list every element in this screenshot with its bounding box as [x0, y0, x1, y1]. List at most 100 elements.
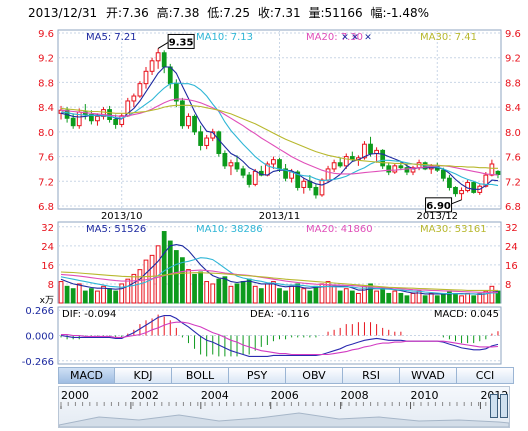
timeline-year-2000: 2000 [61, 389, 89, 402]
volume-bar [216, 278, 222, 304]
high-label: 高 [156, 6, 169, 20]
tab-kdj[interactable]: KDJ [115, 367, 172, 384]
timeline-navigator[interactable]: 2000200220042006200820102012 [58, 386, 510, 428]
volume-legend-ma30: MA30: 53161 [420, 224, 487, 235]
price-xtick-2013/10: 2013/10 [101, 211, 143, 222]
volume-bar [277, 288, 282, 304]
volume-value: 51166 [324, 6, 363, 20]
volume-bar [331, 285, 337, 304]
candle-body [204, 137, 210, 146]
volume-bar [374, 290, 379, 304]
volume-bar [167, 240, 173, 304]
price-tick-left-6.8: 6.8 [38, 202, 54, 213]
candle-body [301, 180, 307, 188]
candle-body [143, 70, 149, 85]
macd-legend-macd: MACD: 0.045 [434, 309, 499, 320]
volume-bar [252, 285, 258, 304]
candle-body [119, 115, 125, 125]
volume-bar [483, 290, 489, 304]
timeline-ruler: 2000200220042006200820102012 [59, 389, 509, 427]
close-value: 7.31 [273, 6, 301, 20]
candle-body [271, 159, 276, 165]
price-legend-ma30: MA30: 7.41 [420, 32, 477, 43]
volume-panel: 32 32 24 24 16 16 8 8 x万 MA5: 51526 MA10: 38286 MA2… [40, 221, 518, 306]
macd-legend-dif: DIF: -0.094 [62, 309, 116, 320]
price-tick-left-7.2: 7.2 [38, 177, 54, 188]
volume-legend-ma5: MA5: 51526 [86, 224, 146, 235]
volume-bar [234, 283, 240, 304]
volume-bar [186, 269, 191, 304]
volume-bar [222, 276, 228, 304]
price-xtick-2013/11: 2013/11 [259, 211, 301, 222]
volume-bar [356, 292, 361, 304]
volume-bar [289, 285, 295, 304]
volume-bar [192, 273, 197, 304]
change-value: -1.48% [386, 6, 430, 20]
volume-bar [440, 292, 446, 304]
candle-body [252, 170, 258, 185]
candle-body [88, 114, 94, 122]
volume-ma30-line [60, 271, 498, 291]
price-tick-left-8.8: 8.8 [38, 78, 54, 89]
price-legend-ma20: MA20: 7.30 [306, 32, 363, 43]
price-legend-ma5: MA5: 7.21 [86, 32, 137, 43]
timeline-year-2008: 2008 [341, 389, 369, 402]
volume-ma5-line [60, 244, 499, 295]
volume-bar [125, 278, 131, 304]
open-value: 7.36 [122, 6, 149, 20]
volume-bar [88, 288, 94, 304]
event-marker-icon: ✕ [351, 33, 359, 43]
tab-macd[interactable]: MACD [58, 367, 115, 384]
volume-bar [283, 290, 288, 304]
tab-wvad[interactable]: WVAD [400, 367, 457, 384]
candle-body [410, 167, 416, 173]
timeline-handle-right-icon[interactable] [500, 394, 508, 418]
tab-rsi[interactable]: RSI [343, 367, 400, 384]
volume-ma20-line [60, 269, 498, 293]
max-annotation-label: 9.35 [169, 37, 194, 48]
tab-cci[interactable]: CCI [457, 367, 514, 384]
volume-bar [258, 288, 264, 304]
low-value: 7.25 [223, 6, 250, 20]
candle-body [404, 167, 410, 173]
volume-bar [453, 292, 458, 304]
candle-body [167, 66, 173, 85]
candle-body [131, 95, 137, 102]
candle-body [277, 159, 282, 170]
timeline-year-2010: 2010 [411, 389, 439, 402]
price-legend-ma10: MA10: 7.13 [196, 32, 253, 43]
volume-bar [95, 290, 100, 304]
volume-bar [210, 283, 216, 304]
max-annotation-box [167, 33, 195, 49]
candle-body [295, 171, 301, 188]
volume-bar [434, 295, 440, 304]
volume-bar [113, 290, 119, 304]
macd-legend-dea: DEA: -0.116 [250, 309, 309, 320]
candle-body [149, 60, 155, 72]
candle-body [101, 109, 106, 117]
volume-bar [459, 295, 464, 304]
macd-tick-0.000: 0.000 [25, 332, 54, 343]
volume-tick-left-8: 8 [48, 280, 54, 291]
candle-body [331, 162, 337, 170]
volume-bar [307, 290, 313, 304]
tab-obv[interactable]: OBV [286, 367, 343, 384]
event-marker-icon: ✕ [364, 33, 372, 43]
volume-bar [489, 285, 495, 304]
timeline-year-2002: 2002 [131, 389, 159, 402]
tab-boll[interactable]: BOLL [172, 367, 229, 384]
volume-bar [325, 281, 331, 304]
tab-psy[interactable]: PSY [229, 367, 286, 384]
volume-tick-right-24: 24 [505, 242, 518, 253]
price-tick-right-8.4: 8.4 [505, 103, 521, 114]
volume-bar [295, 283, 301, 304]
min-annotation-pointer [451, 199, 462, 205]
price-tick-right-8.0: 8.0 [505, 128, 521, 139]
volume-bar [404, 295, 410, 304]
candle-body [398, 165, 404, 169]
candle-body [471, 182, 477, 193]
candle-body [228, 162, 234, 167]
timeline-handle-left-icon[interactable] [490, 394, 498, 418]
close-label: 收 [257, 6, 270, 20]
